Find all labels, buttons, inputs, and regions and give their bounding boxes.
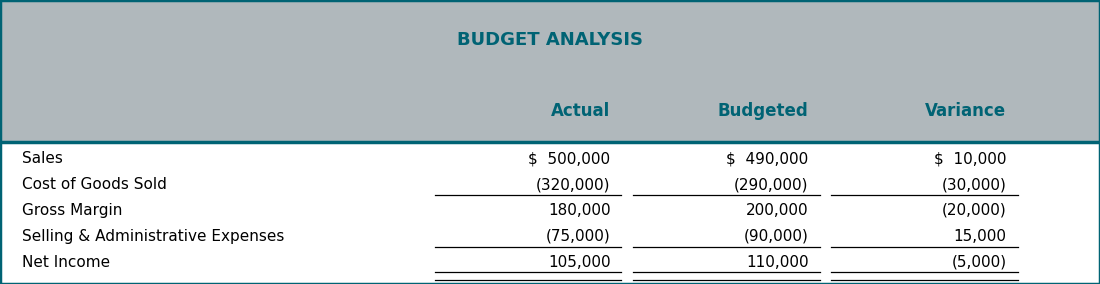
Text: $  10,000: $ 10,000 (934, 151, 1006, 166)
Text: (5,000): (5,000) (952, 254, 1006, 270)
Text: Budgeted: Budgeted (717, 102, 808, 120)
Text: Cost of Goods Sold: Cost of Goods Sold (22, 177, 167, 192)
Bar (0, 0, 1100, 142)
Text: 200,000: 200,000 (746, 203, 808, 218)
Text: (90,000): (90,000) (744, 229, 808, 244)
Text: $  490,000: $ 490,000 (726, 151, 808, 166)
Text: 180,000: 180,000 (548, 203, 610, 218)
Text: 105,000: 105,000 (548, 254, 610, 270)
Text: (30,000): (30,000) (942, 177, 1007, 192)
Text: (290,000): (290,000) (734, 177, 808, 192)
Text: BUDGET ANALYSIS: BUDGET ANALYSIS (456, 31, 644, 49)
Text: Variance: Variance (925, 102, 1007, 120)
Text: Sales: Sales (22, 151, 63, 166)
Text: (20,000): (20,000) (942, 203, 1007, 218)
Text: Actual: Actual (551, 102, 611, 120)
Text: (320,000): (320,000) (536, 177, 610, 192)
Text: $  500,000: $ 500,000 (528, 151, 611, 166)
Text: 110,000: 110,000 (746, 254, 808, 270)
Text: (75,000): (75,000) (546, 229, 611, 244)
Bar (0, 142, 1100, 284)
Text: Net Income: Net Income (22, 254, 110, 270)
Text: Gross Margin: Gross Margin (22, 203, 122, 218)
Text: 15,000: 15,000 (954, 229, 1007, 244)
Text: Selling & Administrative Expenses: Selling & Administrative Expenses (22, 229, 285, 244)
